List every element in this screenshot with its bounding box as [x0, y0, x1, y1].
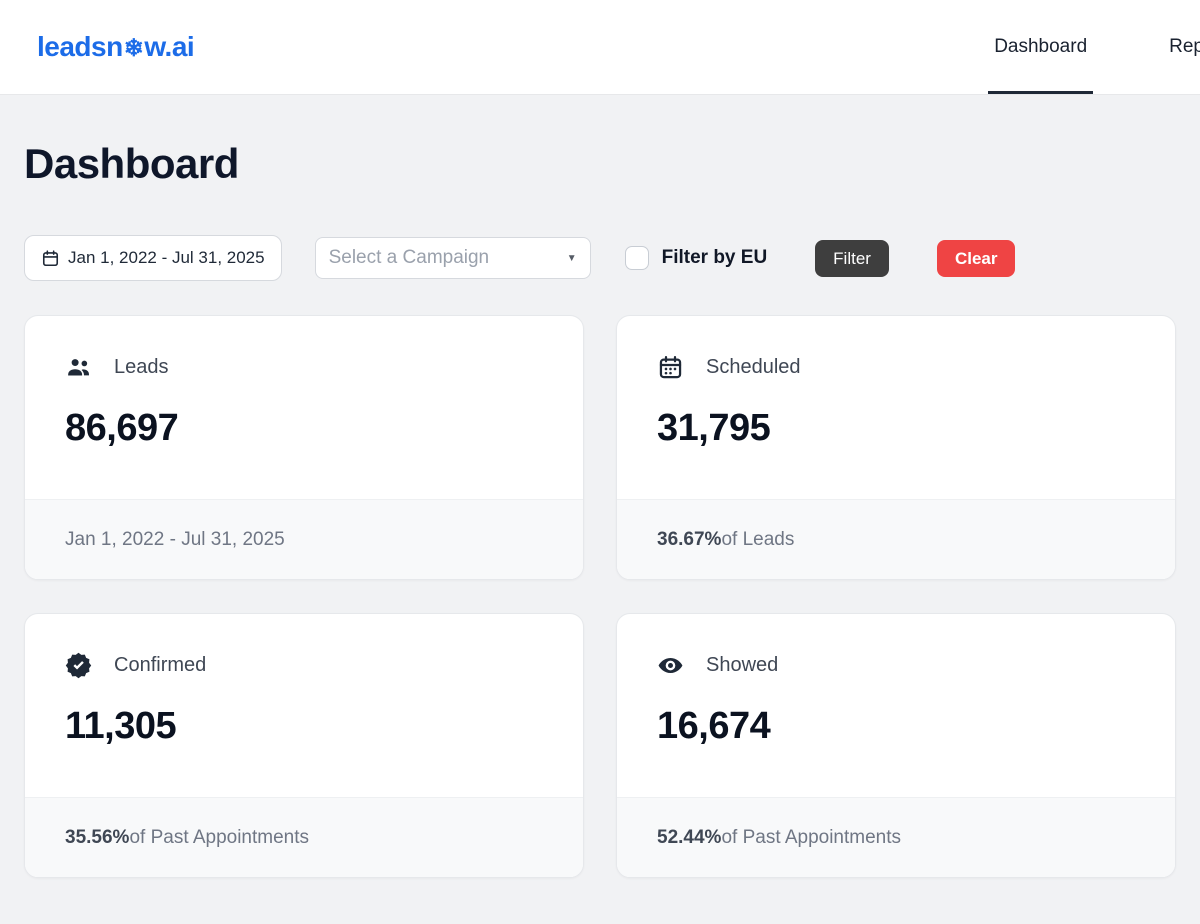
stat-card-showed: Showed 16,674 52.44% of Past Appointment…	[616, 613, 1176, 879]
stat-card-value: 11,305	[65, 705, 177, 748]
stat-card-footer-text: Jan 1, 2022 - Jul 31, 2025	[65, 528, 285, 550]
stat-card-scheduled: Scheduled 31,795 36.67% of Leads	[616, 315, 1176, 581]
filter-button[interactable]: Filter	[815, 239, 889, 277]
stat-card-footer-metric: 52.44%	[657, 826, 722, 848]
stat-card-footer-text: of Past Appointments	[721, 826, 902, 848]
nav-tab-dashboard[interactable]: Dashboard	[988, 0, 1094, 94]
stats-grid: Leads 86,697 Jan 1, 2022 - Jul 31, 2025	[24, 315, 1176, 879]
stat-card-confirmed: Confirmed 11,305 35.56% of Past Appointm…	[24, 613, 584, 879]
stat-card-value: 16,674	[657, 705, 771, 748]
stat-card-title: Showed	[706, 654, 779, 677]
stat-card-footer: 36.67% of Leads	[617, 499, 1175, 580]
primary-nav: Dashboard Rep	[988, 0, 1200, 94]
header-spacer	[194, 0, 988, 94]
date-range-input[interactable]: Jan 1, 2022 - Jul 31, 2025	[24, 235, 282, 282]
brand-logo[interactable]: leadsn ❄ w.ai	[37, 0, 195, 94]
stat-card-title: Confirmed	[114, 654, 207, 677]
stat-card-footer: Jan 1, 2022 - Jul 31, 2025	[25, 499, 583, 580]
stat-card-footer-text: of Leads	[721, 528, 795, 550]
caret-down-icon: ▼	[566, 252, 577, 264]
stat-card-footer-metric: 35.56%	[65, 826, 130, 848]
stat-card-footer: 52.44% of Past Appointments	[617, 797, 1175, 878]
stat-card-footer-text: of Past Appointments	[129, 826, 310, 848]
stat-card-leads: Leads 86,697 Jan 1, 2022 - Jul 31, 2025	[24, 315, 584, 581]
stat-card-value: 31,795	[657, 407, 771, 450]
badge-check-icon	[65, 652, 92, 679]
filter-bar: Jan 1, 2022 - Jul 31, 2025 Select a Camp…	[24, 235, 1176, 282]
stat-card-title: Scheduled	[706, 356, 801, 379]
campaign-select-placeholder: Select a Campaign	[328, 247, 490, 269]
eu-checkbox-label: Filter by EU	[661, 247, 768, 269]
date-range-value: Jan 1, 2022 - Jul 31, 2025	[68, 248, 265, 268]
nav-tab-label: Rep	[1169, 36, 1200, 57]
logo-text-right: w.ai	[144, 31, 195, 62]
campaign-select[interactable]: Select a Campaign ▼	[314, 237, 591, 280]
main-content: Dashboard Jan 1, 2022 - Jul 31, 2025 Sel…	[0, 140, 1200, 879]
stat-card-footer-metric: 36.67%	[657, 528, 722, 550]
nav-tab-label: Dashboard	[994, 36, 1088, 57]
eye-icon	[657, 652, 684, 679]
stat-card-footer: 35.56% of Past Appointments	[25, 797, 583, 878]
eu-checkbox[interactable]	[624, 246, 649, 271]
calendar-icon	[657, 354, 684, 381]
clear-button[interactable]: Clear	[936, 239, 1016, 277]
top-navbar: leadsn ❄ w.ai Dashboard Rep	[0, 0, 1200, 95]
nav-tab-reports[interactable]: Rep	[1163, 0, 1200, 94]
calendar-icon	[41, 249, 60, 268]
snowflake-icon: ❄	[123, 34, 144, 62]
stat-card-title: Leads	[114, 356, 169, 379]
logo-text-left: leadsn	[37, 31, 123, 62]
eu-filter-group: Filter by EU	[624, 246, 768, 271]
stat-card-value: 86,697	[65, 407, 179, 450]
page-title: Dashboard	[24, 140, 239, 187]
users-icon	[65, 354, 92, 381]
